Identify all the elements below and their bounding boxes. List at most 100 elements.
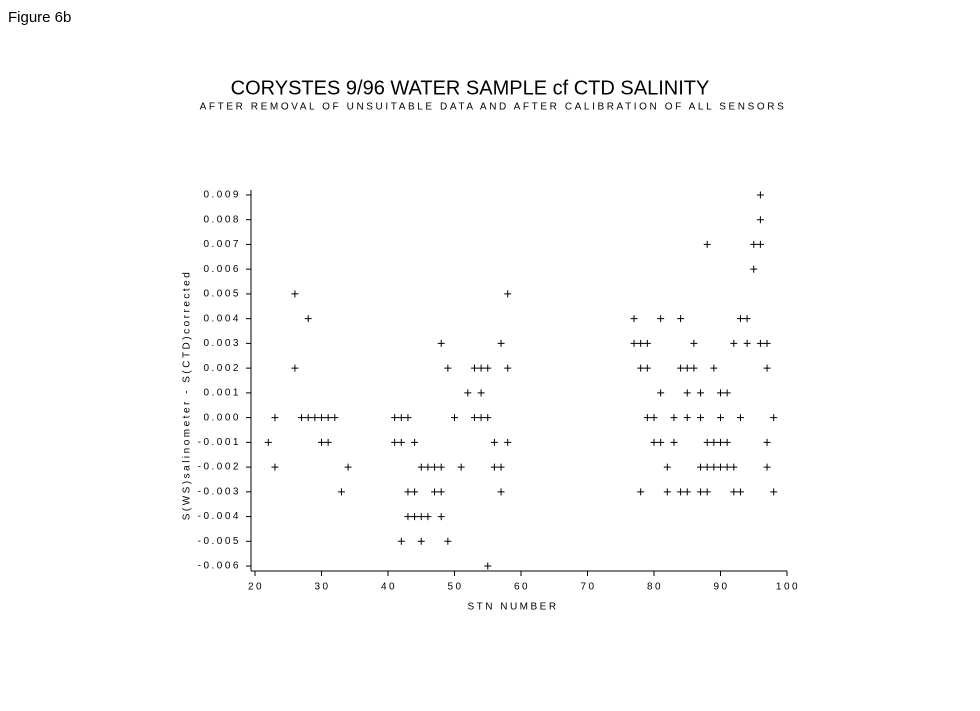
point <box>437 488 445 496</box>
point <box>411 488 419 496</box>
point <box>650 414 658 422</box>
point <box>391 438 399 446</box>
point <box>404 414 412 422</box>
point <box>331 414 339 422</box>
point <box>291 290 299 298</box>
y-tick-label: 0.001 <box>203 388 241 399</box>
y-tick-label: -0.005 <box>198 536 241 547</box>
point <box>703 463 711 471</box>
point <box>717 463 724 471</box>
point <box>404 513 412 521</box>
point <box>637 488 645 496</box>
point <box>643 339 651 347</box>
point <box>670 438 678 446</box>
x-tick-label: 70 <box>580 582 596 593</box>
point <box>690 364 698 372</box>
point <box>444 537 452 545</box>
point <box>730 488 738 496</box>
point <box>683 364 691 372</box>
point <box>697 389 705 397</box>
point <box>710 364 718 372</box>
point <box>697 463 705 471</box>
point <box>337 488 345 496</box>
x-tick-label: 100 <box>776 582 800 593</box>
point <box>490 463 498 471</box>
point <box>411 513 419 521</box>
point <box>484 562 492 570</box>
point <box>657 389 665 397</box>
point <box>763 463 771 471</box>
y-tick-label: 0.005 <box>203 289 241 300</box>
point <box>637 364 645 372</box>
point <box>630 315 638 323</box>
y-tick-label: 0.004 <box>203 313 241 324</box>
point <box>763 438 771 446</box>
point <box>683 488 691 496</box>
point <box>763 364 771 372</box>
x-tick-label: 40 <box>381 582 397 593</box>
point <box>670 414 678 422</box>
point <box>304 315 312 323</box>
point <box>437 339 445 347</box>
point <box>677 315 685 323</box>
point <box>630 339 638 347</box>
point <box>723 438 731 446</box>
x-tick-label: 50 <box>447 582 463 593</box>
point <box>470 414 478 422</box>
x-tick-label: 80 <box>647 582 663 593</box>
point <box>391 414 399 422</box>
point <box>677 488 685 496</box>
point <box>730 463 738 471</box>
y-tick-label: -0.002 <box>198 462 241 473</box>
point <box>477 389 485 397</box>
point <box>703 438 711 446</box>
point <box>750 240 758 248</box>
point <box>650 438 658 446</box>
point <box>484 364 492 372</box>
point <box>756 339 764 347</box>
point <box>497 463 505 471</box>
point <box>756 191 764 199</box>
y-tick-label: -0.003 <box>198 486 241 497</box>
y-tick-label: 0.003 <box>203 338 241 349</box>
y-tick-label: 0.007 <box>203 239 241 250</box>
point <box>770 414 778 422</box>
point <box>504 364 512 372</box>
point <box>477 364 485 372</box>
point <box>464 389 472 397</box>
point <box>770 488 778 496</box>
point <box>750 265 758 273</box>
point <box>318 438 325 446</box>
point <box>736 414 744 422</box>
point <box>663 488 671 496</box>
point <box>397 537 405 545</box>
y-tick-label: 0.008 <box>203 214 241 225</box>
point <box>756 216 764 224</box>
point <box>683 414 691 422</box>
chart-title: CORYSTES 9/96 WATER SAMPLE cf CTD SALINI… <box>231 77 710 99</box>
y-tick-label: -0.004 <box>198 511 241 522</box>
point <box>657 438 665 446</box>
point <box>264 438 272 446</box>
point <box>457 463 465 471</box>
point <box>271 414 279 422</box>
y-tick-label: 0.002 <box>203 363 241 374</box>
point <box>723 463 731 471</box>
point <box>736 315 744 323</box>
x-tick-label: 90 <box>713 582 729 593</box>
point <box>431 463 439 471</box>
point <box>304 414 312 422</box>
x-tick-label: 60 <box>514 582 530 593</box>
point <box>677 364 685 372</box>
x-tick-label: 20 <box>248 582 264 593</box>
point <box>311 414 319 422</box>
point <box>271 463 279 471</box>
point <box>431 488 439 496</box>
point <box>710 438 718 446</box>
point <box>504 438 512 446</box>
point <box>643 414 651 422</box>
point <box>470 364 478 372</box>
point <box>703 488 711 496</box>
point <box>756 240 764 248</box>
